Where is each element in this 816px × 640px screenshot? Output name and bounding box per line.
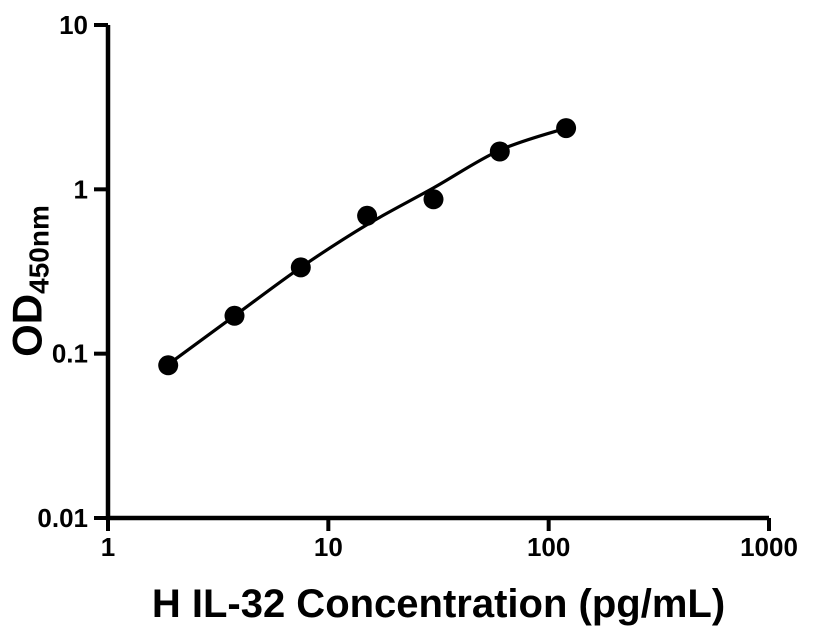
data-point — [290, 257, 311, 278]
x-tick-label: 10 — [314, 532, 343, 562]
data-point — [158, 355, 179, 376]
x-tick-label: 1 — [101, 532, 115, 562]
data-point — [423, 189, 444, 210]
y-axis-title-main: OD — [3, 293, 51, 357]
y-axis-title: OD450nm — [3, 205, 55, 357]
data-point — [357, 205, 378, 226]
x-tick-label: 1000 — [740, 532, 798, 562]
y-tick-label: 10 — [59, 10, 88, 40]
axis-spines — [105, 25, 769, 521]
x-tick-label: 100 — [527, 532, 570, 562]
data-point — [224, 305, 245, 326]
y-axis-title-subscript: 450nm — [23, 205, 55, 294]
fit-curve-line — [166, 126, 568, 366]
data-point — [489, 141, 510, 162]
y-tick-label: 0.01 — [37, 503, 88, 533]
data-point — [556, 118, 577, 139]
y-tick-label: 1 — [74, 174, 88, 204]
y-tick-label: 0.1 — [52, 339, 88, 369]
x-axis-title: H IL-32 Concentration (pg/mL) — [151, 582, 726, 626]
